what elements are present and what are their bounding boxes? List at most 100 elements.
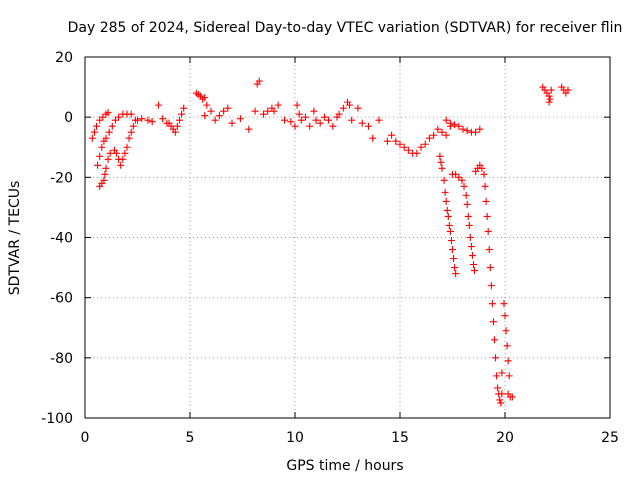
- data-point-plus: [302, 113, 309, 121]
- data-point-plus: [171, 128, 179, 136]
- y-tick-label: 0: [64, 110, 73, 126]
- data-point-plus: [260, 110, 267, 118]
- series-evening-bowl: [383, 122, 454, 157]
- data-point-plus: [251, 107, 259, 115]
- series-late-points: [539, 83, 572, 106]
- data-point-plus: [443, 206, 451, 214]
- data-point-plus: [444, 212, 452, 220]
- data-point-plus: [480, 170, 488, 178]
- x-tick-label: 0: [81, 430, 90, 446]
- data-point-plus: [505, 372, 513, 380]
- data-point-plus: [369, 134, 377, 142]
- data-point-plus: [144, 116, 152, 124]
- data-point-plus: [96, 152, 104, 160]
- data-point-plus: [306, 122, 314, 130]
- data-point-plus: [121, 149, 129, 157]
- y-tick-label: -20: [50, 170, 73, 186]
- grid-lines: [85, 57, 610, 418]
- y-tick-label: -100: [41, 411, 73, 427]
- data-point-plus: [447, 237, 455, 245]
- data-point-plus: [446, 227, 454, 235]
- data-point-plus: [104, 109, 112, 117]
- data-point-plus: [201, 94, 209, 102]
- data-point-plus: [478, 164, 486, 172]
- data-point-plus: [125, 134, 133, 142]
- data-point-plus: [564, 86, 572, 94]
- series-early-arc-1: [88, 109, 112, 142]
- data-point-plus: [483, 212, 491, 220]
- data-point-plus: [501, 312, 509, 320]
- data-point-plus: [236, 115, 244, 123]
- data-point-plus: [106, 149, 114, 157]
- data-point-plus: [485, 246, 493, 254]
- y-axis-label: SDTVAR / TECUs: [7, 181, 23, 296]
- data-point-plus: [396, 140, 404, 148]
- data-point-plus: [440, 176, 448, 184]
- data-point-plus: [421, 140, 429, 148]
- data-point-plus: [96, 116, 104, 124]
- data-point-plus: [159, 115, 167, 123]
- data-point-plus: [446, 119, 454, 127]
- data-point-plus: [496, 396, 504, 404]
- data-point-plus: [215, 112, 223, 120]
- data-point-plus: [451, 121, 459, 129]
- data-point-plus: [291, 122, 299, 130]
- data-point-plus: [545, 98, 553, 106]
- data-point-plus: [101, 170, 109, 178]
- data-point-plus: [463, 200, 471, 208]
- x-tick-label: 15: [391, 430, 409, 446]
- data-point-plus: [88, 134, 96, 142]
- data-point-plus: [417, 143, 425, 151]
- data-point-plus: [335, 110, 343, 118]
- data-point-plus: [392, 137, 400, 145]
- data-point-plus: [108, 122, 116, 130]
- data-point-plus: [430, 131, 438, 139]
- series-early-dip: [96, 116, 139, 190]
- data-point-plus: [508, 393, 516, 401]
- data-point-plus: [484, 227, 492, 235]
- data-point-plus: [138, 115, 146, 123]
- data-point-plus: [494, 384, 502, 392]
- data-point-plus: [203, 101, 211, 109]
- data-point-plus: [455, 173, 463, 181]
- series-morning-scatter: [134, 101, 188, 136]
- data-point-plus: [354, 104, 362, 112]
- data-point-plus: [458, 176, 466, 184]
- data-point-plus: [450, 255, 458, 263]
- y-tick-label: -40: [50, 231, 73, 247]
- data-point-plus: [365, 122, 372, 130]
- data-point-plus: [127, 110, 135, 118]
- data-point-plus: [451, 264, 459, 272]
- data-point-plus: [434, 125, 442, 133]
- data-point-plus: [220, 107, 228, 115]
- y-tick-label: 20: [55, 50, 73, 66]
- data-point-plus: [255, 77, 263, 85]
- data-point-plus: [470, 261, 477, 269]
- data-point-plus: [358, 119, 366, 127]
- data-point-plus: [413, 149, 421, 157]
- data-point-plus: [264, 107, 272, 115]
- data-point-plus: [293, 101, 301, 109]
- data-point-plus: [100, 176, 108, 184]
- x-tick-label: 20: [496, 430, 514, 446]
- data-point-plus: [504, 357, 512, 365]
- data-point-plus: [441, 188, 449, 196]
- data-point-plus: [178, 110, 186, 118]
- data-point-plus: [325, 116, 333, 124]
- data-point-plus: [119, 155, 127, 163]
- data-point-plus: [388, 131, 396, 139]
- data-point-plus: [449, 246, 456, 254]
- series-plunge-A: [436, 152, 460, 278]
- data-point-plus: [463, 127, 471, 135]
- data-point-plus: [545, 92, 553, 100]
- series-early-arc-2: [94, 110, 135, 169]
- data-point-plus: [462, 191, 470, 199]
- data-point-plus: [111, 116, 119, 124]
- y-axis-ticks: -100 -80 -60 -40 -20 0 20: [41, 50, 610, 427]
- data-point-plus: [329, 122, 337, 130]
- data-point-plus: [339, 104, 347, 112]
- data-point-plus: [287, 118, 295, 126]
- data-point-plus: [438, 164, 446, 172]
- data-point-plus: [148, 118, 156, 126]
- y-tick-label: -80: [50, 351, 73, 367]
